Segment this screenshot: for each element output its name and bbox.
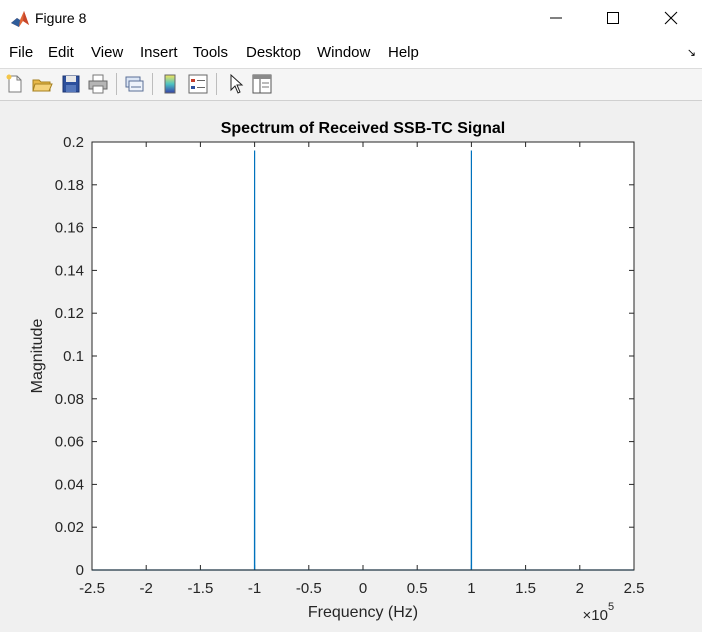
y-tick-label: 0.18 [55,177,84,194]
x-tick-label: -0.5 [296,580,322,597]
insert-colorbar-icon[interactable] [159,73,181,95]
toolbar-separator [216,73,217,95]
x-tick-label: 0.5 [407,580,428,597]
y-tick-label: 0.02 [55,519,84,536]
x-tick-label: -2 [140,580,153,597]
x-tick-label: 1 [467,580,475,597]
dock-arrow-icon[interactable]: ↘ [686,47,696,59]
axes-box [91,141,635,571]
y-tick-label: 0.06 [55,434,84,451]
axes-background [92,142,634,570]
x-tick-label: 1.5 [515,580,536,597]
figure-area: 0 0.02 0.04 0.06 0.08 0.1 0.12 0.14 0.16 0.18 0.2 … [0,101,702,627]
y-tick-label: 0 [76,562,84,579]
y-axis-label: Magnitude [29,319,46,394]
menu-window[interactable]: Window [317,44,371,61]
y-tick-label: 0.16 [55,220,84,237]
x-tick-label: 2 [576,580,584,597]
toolbar [0,69,702,101]
close-icon [664,11,678,25]
toolbar-separator [116,73,117,95]
x-multiplier-exponent: 5 [608,601,614,613]
x-tick-label: -1 [248,580,261,597]
y-tick-label: 0.14 [55,262,84,279]
toolbar-separator [152,73,153,95]
y-axis: 0 0.02 0.04 0.06 0.08 0.1 0.12 0.14 0.16 0.18 0.2 [55,134,634,579]
menu-file[interactable]: File [9,44,34,61]
menu-desktop[interactable]: Desktop [246,44,302,61]
property-editor-icon[interactable] [251,73,273,95]
maximize-button[interactable] [584,0,642,36]
x-tick-label: -2.5 [79,580,105,597]
link-plot-icon[interactable] [123,73,145,95]
insert-legend-icon[interactable] [187,73,209,95]
y-tick-label: 0.2 [63,134,84,151]
matlab-icon [11,11,29,27]
x-tick-label: 0 [359,580,367,597]
minimize-button[interactable] [527,0,585,36]
menu-bar: File Edit View Insert Tools Desktop Wind… [0,38,702,69]
minimize-icon [550,17,562,19]
menu-tools[interactable]: Tools [193,44,229,61]
y-tick-label: 0.04 [55,476,84,493]
window-title: Figure 8 [35,10,87,26]
print-icon[interactable] [87,73,109,95]
y-tick-label: 0.08 [55,391,84,408]
save-icon[interactable] [60,73,82,95]
x-tick-label: 2.5 [624,580,645,597]
new-figure-icon[interactable] [4,73,26,95]
y-tick-label: 0.12 [55,305,84,322]
menu-view[interactable]: View [91,44,124,61]
menu-insert[interactable]: Insert [140,44,178,61]
y-tick-label: 0.1 [63,348,84,365]
menu-help[interactable]: Help [388,44,419,61]
x-multiplier: ×10 [583,607,608,624]
x-axis: -2.5 -2 -1.5 -1 -0.5 0 0.5 1 1.5 2 2.5 [79,142,644,597]
close-button[interactable] [642,0,700,36]
plot-canvas: 00.020.040.060.080.10.120.140.160.180.2 … [29,120,644,624]
menu-edit[interactable]: Edit [48,44,74,61]
x-axis-label: Frequency (Hz) [308,604,418,621]
chart-title: Spectrum of Received SSB-TC Signal [221,120,506,137]
x-tick-label: -1.5 [187,580,213,597]
open-file-icon[interactable] [31,73,53,95]
pointer-icon[interactable] [225,73,247,95]
maximize-icon [607,12,619,24]
title-bar: Figure 8 [0,0,702,38]
